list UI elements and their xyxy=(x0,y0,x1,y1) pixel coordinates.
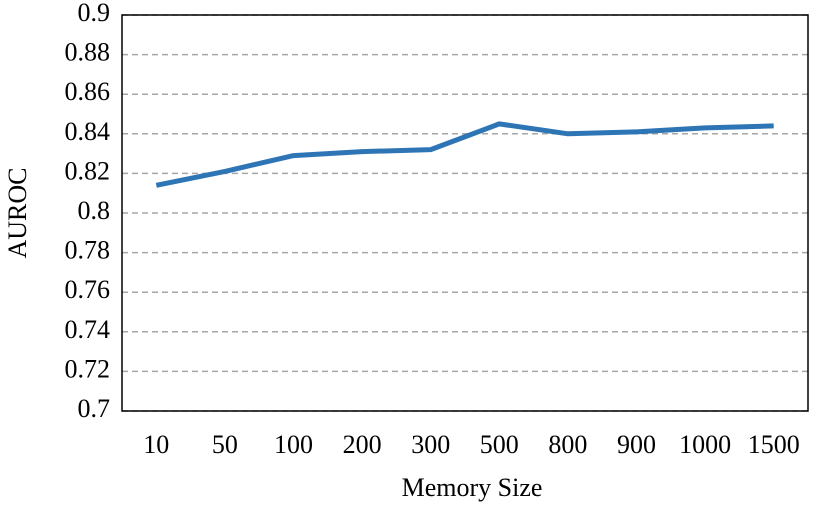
y-tick-label: 0.76 xyxy=(65,275,111,304)
x-tick-label: 1000 xyxy=(679,430,731,459)
y-tick-label: 0.84 xyxy=(65,117,111,146)
data-line xyxy=(155,121,774,188)
x-tick-label: 800 xyxy=(548,430,587,459)
y-tick-label: 0.74 xyxy=(65,315,111,344)
x-tick-label: 10 xyxy=(143,430,169,459)
x-tick-label: 1500 xyxy=(748,430,800,459)
y-tick-label: 0.72 xyxy=(65,354,111,383)
x-tick-label: 300 xyxy=(411,430,450,459)
y-tick-label: 0.9 xyxy=(78,0,111,27)
y-tick-label: 0.86 xyxy=(65,77,111,106)
plot-frame xyxy=(121,14,809,412)
x-tick-label: 200 xyxy=(343,430,382,459)
x-tick-label: 900 xyxy=(617,430,656,459)
y-tick-label: 0.7 xyxy=(78,394,111,423)
y-tick-label: 0.8 xyxy=(78,196,111,225)
x-tick-label: 50 xyxy=(212,430,238,459)
y-axis-label: AUROC xyxy=(3,167,32,258)
x-tick-label: 500 xyxy=(480,430,519,459)
y-tick-label: 0.78 xyxy=(65,236,111,265)
y-tick-label: 0.82 xyxy=(65,156,111,185)
y-tick-label: 0.88 xyxy=(65,38,111,67)
x-tick-label: 100 xyxy=(274,430,313,459)
x-axis-label: Memory Size xyxy=(402,473,543,502)
